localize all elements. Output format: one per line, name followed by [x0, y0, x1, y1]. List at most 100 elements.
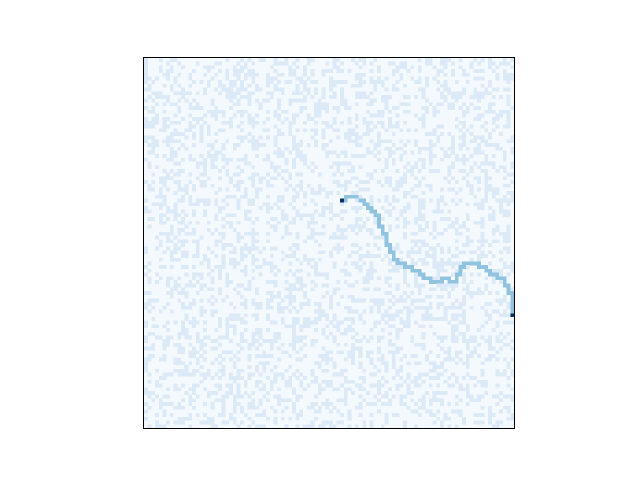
heatmap-cell [454, 350, 459, 355]
heatmap-cell [295, 83, 300, 88]
heatmap-cell [340, 350, 344, 355]
heatmap-cell [395, 368, 400, 373]
heatmap-cell [491, 413, 496, 417]
heatmap-cell [443, 368, 448, 373]
path-cell [362, 198, 367, 203]
heatmap-cell [369, 69, 374, 73]
heatmap-cell [447, 320, 452, 325]
heatmap-cell [214, 328, 219, 332]
heatmap-cell [325, 379, 330, 384]
heatmap-cell [199, 128, 204, 133]
heatmap-cell [288, 132, 293, 136]
heatmap-cell [218, 91, 222, 96]
heatmap-cell [195, 117, 200, 121]
heatmap-cell [277, 98, 281, 103]
heatmap-cell [380, 139, 385, 144]
heatmap-cell [292, 72, 296, 77]
heatmap-cell [169, 69, 174, 73]
heatmap-cell [410, 291, 415, 295]
heatmap-cell [428, 102, 433, 107]
heatmap-cell [480, 76, 485, 81]
heatmap-cell [225, 280, 230, 284]
heatmap-cell [377, 69, 381, 73]
heatmap-cell [369, 150, 374, 155]
heatmap-cell [181, 405, 185, 410]
heatmap-cell [388, 387, 392, 392]
heatmap-cell [317, 317, 322, 321]
heatmap-cell [325, 283, 330, 288]
heatmap-cell [384, 95, 389, 99]
heatmap-cell [510, 339, 514, 343]
heatmap-cell [506, 302, 511, 306]
heatmap-cell [240, 135, 244, 140]
heatmap-cell [480, 361, 485, 366]
heatmap-cell [369, 402, 374, 406]
heatmap-cell [410, 239, 415, 244]
heatmap-cell [358, 313, 363, 318]
heatmap-cell [336, 80, 341, 84]
heatmap-cell [162, 305, 167, 310]
heatmap-cell [380, 354, 385, 358]
heatmap-cell [221, 357, 226, 362]
path-cell [506, 283, 511, 288]
heatmap-cell [169, 58, 174, 62]
heatmap-cell [480, 91, 485, 96]
heatmap-cell [417, 217, 422, 221]
heatmap-cell [162, 128, 167, 133]
heatmap-cell [417, 283, 422, 288]
heatmap-cell [243, 95, 248, 99]
heatmap-cell [184, 291, 189, 295]
heatmap-cell [354, 209, 359, 214]
heatmap-cell [225, 169, 230, 173]
heatmap-cell [366, 350, 370, 355]
heatmap-cell [447, 350, 452, 355]
heatmap-cell [288, 261, 293, 266]
heatmap-cell [155, 235, 159, 240]
heatmap-cell [410, 76, 415, 81]
heatmap-cell [292, 198, 296, 203]
heatmap-cell [251, 69, 256, 73]
heatmap-cell [258, 87, 263, 92]
heatmap-cell [258, 379, 263, 384]
heatmap-cell [473, 106, 478, 110]
heatmap-cell [247, 342, 252, 347]
heatmap-cell [325, 154, 330, 158]
heatmap-cell [236, 372, 241, 377]
heatmap-cell [380, 95, 385, 99]
heatmap-cell [206, 298, 211, 303]
heatmap-cell [188, 402, 193, 406]
heatmap-cell [451, 150, 455, 155]
heatmap-cell [144, 198, 148, 203]
heatmap-cell [232, 72, 237, 77]
heatmap-cell [188, 342, 193, 347]
heatmap-cell [251, 143, 256, 147]
heatmap-cell [240, 109, 244, 114]
path-cell [458, 265, 463, 269]
heatmap-cell [465, 228, 470, 232]
heatmap-cell [443, 83, 448, 88]
heatmap-cell [347, 416, 352, 421]
heatmap-cell [436, 302, 441, 306]
heatmap-cell [317, 354, 322, 358]
heatmap-cell [395, 298, 400, 303]
heatmap-cell [262, 394, 267, 399]
heatmap-cell [280, 198, 285, 203]
heatmap-cell [292, 317, 296, 321]
path-cell [425, 276, 429, 281]
heatmap-cell [299, 335, 304, 340]
heatmap-cell [258, 398, 263, 403]
heatmap-cell [325, 61, 330, 66]
heatmap-cell [510, 416, 514, 421]
heatmap-cell [414, 376, 418, 380]
path-cell [484, 265, 489, 269]
heatmap-cell [414, 361, 418, 366]
heatmap-cell [495, 383, 500, 388]
heatmap-cell [443, 335, 448, 340]
heatmap-cell [502, 313, 507, 318]
heatmap-cell [147, 391, 152, 395]
heatmap-cell [432, 220, 437, 225]
heatmap-cell [447, 416, 452, 421]
heatmap-cell [354, 83, 359, 88]
heatmap-cell [192, 383, 196, 388]
heatmap-cell [425, 146, 429, 151]
